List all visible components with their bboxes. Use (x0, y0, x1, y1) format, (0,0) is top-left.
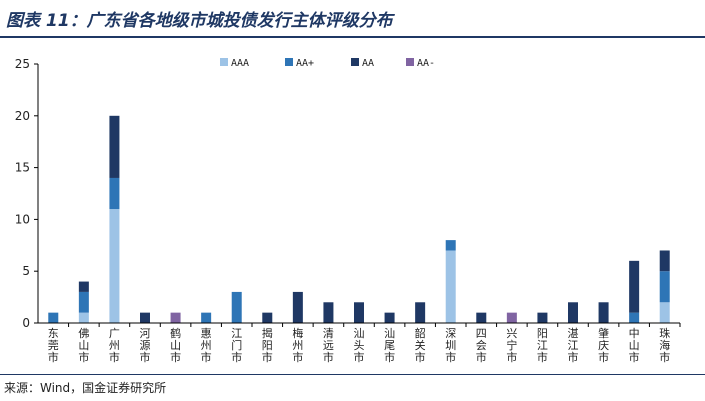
legend-label: AA- (417, 58, 435, 69)
bar-segment-aa (659, 250, 670, 272)
x-tick-label: 鹤山市 (170, 326, 181, 364)
bar-segment-aa (262, 312, 273, 323)
bar-segment-aaplus (78, 291, 89, 313)
y-tick-label: 0 (22, 316, 30, 330)
y-tick-label: 10 (15, 212, 30, 226)
bar-segment-aaa (78, 312, 89, 323)
legend-label: AA+ (296, 58, 314, 69)
x-tick-label: 汕头市 (354, 327, 365, 364)
x-tick-label: 韶关市 (415, 326, 426, 364)
bar-segment-aa (629, 260, 640, 313)
legend-label: AAA (231, 58, 249, 69)
figure-title: 图表 11：广东省各地级市城投债发行主体评级分布 (6, 11, 393, 31)
x-tick-label: 汕尾市 (384, 327, 395, 364)
legend-swatch (406, 58, 414, 66)
bar-segment-aa (292, 291, 303, 323)
x-tick-label: 清远市 (323, 327, 334, 364)
bar-segment-aa (109, 115, 120, 178)
bar-segment-aa (384, 312, 395, 323)
legend: AAA AA+ AA AA- (220, 58, 435, 69)
x-tick-label: 深圳市 (445, 327, 456, 364)
x-tick-label: 四会市 (476, 327, 487, 364)
x-tick-label: 阳江市 (537, 327, 548, 364)
bar-segment-aa (568, 302, 578, 323)
bar-segment-aaa (445, 250, 456, 323)
bar-segment-aaplus (109, 177, 120, 210)
x-tick-label: 江门市 (231, 327, 242, 364)
bar-segment-aaplus (629, 312, 640, 323)
x-tick-label: 肇庆市 (598, 326, 609, 364)
legend-label: AA (362, 58, 374, 69)
legend-swatch (351, 58, 359, 66)
footer-rule (0, 374, 705, 375)
bar-segment-aa (354, 302, 364, 323)
bar-segment-aa (140, 312, 150, 323)
bar-segment-aaa (659, 302, 670, 323)
x-tick-label: 珠海市 (659, 326, 670, 364)
bar-segment-aa (415, 302, 426, 323)
bar-series-group (48, 115, 670, 323)
y-tick-label: 25 (15, 57, 30, 71)
figure-header: 图表 11：广东省各地级市城投债发行主体评级分布 (0, 0, 705, 36)
header-rule (0, 36, 705, 38)
stacked-bar-chart: 0 5 10 15 20 25 东莞市 佛山市 广州市 河源市 鹤山市 惠州市 江门市 揭阳市 梅州市 清远… (15, 57, 681, 364)
x-tick-label: 揭阳市 (262, 326, 273, 364)
bar-segment-aa (78, 281, 89, 292)
x-axis: 东莞市 佛山市 广州市 河源市 鹤山市 惠州市 江门市 揭阳市 梅州市 清远市 汕头市 汕尾市 韶关市 深… (38, 322, 681, 364)
bar-segment-aa (476, 312, 487, 323)
bar-segment-aa (323, 302, 334, 323)
bar-segment-aa (537, 312, 548, 323)
y-tick-label: 5 (22, 264, 30, 278)
x-tick-label: 佛山市 (78, 327, 89, 364)
x-tick-label: 中山市 (629, 327, 640, 364)
bar-segment-aaplus (48, 312, 59, 323)
bar-segment-aaplus (659, 271, 670, 303)
bar-segment-aa (598, 302, 609, 323)
x-tick-label: 湛江市 (568, 327, 579, 364)
x-tick-label: 东莞市 (48, 327, 59, 364)
x-tick-label: 河源市 (140, 327, 151, 364)
legend-swatch (220, 58, 228, 66)
bar-segment-aaminus (506, 312, 517, 323)
bar-segment-aaplus (231, 291, 242, 323)
bar-segment-aaa (109, 209, 120, 323)
x-tick-label: 梅州市 (292, 326, 303, 364)
bar-segment-aaplus (445, 240, 456, 251)
y-tick-label: 20 (15, 109, 30, 123)
legend-swatch (285, 58, 293, 66)
bar-segment-aaplus (201, 312, 212, 323)
source-note: 来源：Wind，国金证券研究所 (4, 381, 167, 395)
x-tick-label: 惠州市 (201, 326, 212, 364)
y-axis: 0 5 10 15 20 25 (15, 57, 39, 330)
bar-segment-aaminus (170, 312, 181, 323)
x-tick-label: 兴宁市 (506, 327, 517, 364)
x-tick-label: 广州市 (109, 327, 120, 364)
y-tick-label: 15 (15, 161, 30, 175)
